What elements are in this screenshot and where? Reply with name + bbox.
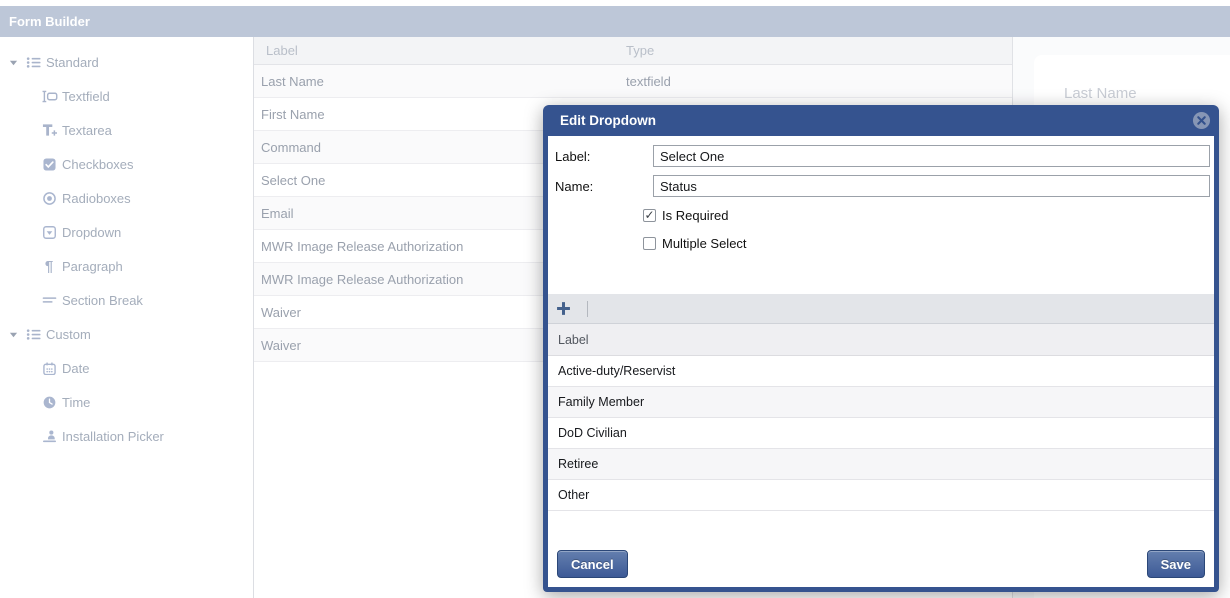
modal-checkboxes: ✓ Is Required Multiple Select — [555, 205, 1210, 253]
checkbox-label: Is Required — [662, 207, 729, 223]
label-field-label: Label: — [555, 148, 591, 164]
clock-icon — [40, 396, 58, 409]
sidebar-group-custom[interactable]: Custom — [0, 317, 253, 351]
row-label: Last Name — [261, 73, 324, 89]
sidebar-item-checkboxes[interactable]: Checkboxes — [0, 147, 253, 181]
sidebar-item-label: Radioboxes — [62, 190, 131, 206]
add-option-button[interactable] — [556, 301, 571, 316]
close-icon[interactable] — [1192, 111, 1211, 130]
sidebar-item-label: Dropdown — [62, 224, 122, 240]
checkbox-row-is-required: ✓ Is Required — [643, 205, 1210, 225]
options-column-header: Label — [548, 324, 1214, 356]
sidebar-item-label: Paragraph — [62, 258, 123, 274]
checkbox-icon — [40, 157, 58, 171]
sidebar-item-paragraph[interactable]: ¶ Paragraph — [0, 249, 253, 283]
sidebar-group-label: Standard — [46, 54, 99, 70]
preview-field-label: Last Name — [1064, 85, 1137, 102]
sidebar-item-section-break[interactable]: Section Break — [0, 283, 253, 317]
name-field-label: Name: — [555, 178, 594, 194]
dropdown-icon — [40, 225, 58, 239]
sidebar-item-time[interactable]: Time — [0, 385, 253, 419]
sidebar-item-label: Textfield — [62, 88, 110, 104]
modal-body: Label: Name: ✓ Is Required Multiple Select… — [548, 136, 1214, 587]
options-rows: Active-duty/Reservist Family Member DoD Ci… — [548, 356, 1214, 511]
textfield-icon — [40, 90, 58, 103]
row-label: Select One — [261, 172, 326, 188]
option-label: Other — [558, 488, 590, 502]
name-field-row: Name: — [555, 175, 1210, 197]
list-icon — [24, 327, 42, 342]
label-input[interactable] — [653, 145, 1210, 167]
row-label: Email — [261, 205, 294, 221]
option-row[interactable]: Retiree — [548, 449, 1214, 480]
app-header: Form Builder — [0, 6, 1230, 37]
sidebar-item-label: Date — [62, 360, 90, 376]
row-label: MWR Image Release Authorization — [261, 238, 464, 254]
app-title: Form Builder — [9, 14, 90, 29]
row-type: textfield — [626, 73, 671, 89]
modal-title: Edit Dropdown — [560, 113, 656, 128]
sidebar-item-dropdown[interactable]: Dropdown — [0, 215, 253, 249]
column-header-type: Type — [626, 43, 655, 58]
field-palette-sidebar: Standard Textfield Textarea Checkboxes Radio… — [0, 37, 254, 598]
sidebar-item-label: Installation Picker — [62, 428, 164, 444]
caret-down-icon — [6, 330, 20, 339]
sidebar-item-radioboxes[interactable]: Radioboxes — [0, 181, 253, 215]
list-icon — [24, 55, 42, 70]
sidebar-item-label: Time — [62, 394, 91, 410]
sidebar-group-standard[interactable]: Standard — [0, 45, 253, 79]
option-label: Active-duty/Reservist — [558, 364, 676, 378]
options-toolbar — [548, 294, 1214, 324]
row-label: MWR Image Release Authorization — [261, 271, 464, 287]
row-label: First Name — [261, 106, 325, 122]
multiple-select-checkbox[interactable] — [643, 236, 656, 250]
row-label: Waiver — [261, 304, 301, 320]
sidebar-group-label: Custom — [46, 326, 91, 342]
installation-picker-icon — [40, 430, 58, 443]
sidebar-item-textarea[interactable]: Textarea — [0, 113, 253, 147]
sidebar-item-date[interactable]: Date — [0, 351, 253, 385]
is-required-checkbox[interactable]: ✓ — [643, 207, 656, 222]
column-header-label: Label — [266, 43, 298, 58]
name-input[interactable] — [653, 175, 1210, 197]
modal-header: Edit Dropdown — [548, 105, 1214, 136]
sidebar-item-label: Checkboxes — [62, 156, 134, 172]
sidebar-item-installation-picker[interactable]: Installation Picker — [0, 419, 253, 453]
option-row[interactable]: DoD Civilian — [548, 418, 1214, 449]
option-label: Family Member — [558, 395, 645, 409]
checkbox-row-multiple-select: Multiple Select — [643, 233, 1210, 253]
modal-footer: Cancel Save — [548, 550, 1214, 587]
option-label: Retiree — [558, 457, 599, 471]
radio-icon — [40, 191, 58, 205]
toolbar-separator — [587, 300, 588, 317]
calendar-icon — [40, 362, 58, 375]
label-field-row: Label: — [555, 145, 1210, 167]
row-label: Command — [261, 139, 321, 155]
paragraph-icon: ¶ — [44, 257, 54, 275]
textarea-icon — [40, 123, 58, 137]
table-row[interactable]: Last Name textfield — [254, 65, 1012, 98]
cancel-button[interactable]: Cancel — [557, 550, 628, 578]
section-break-icon — [40, 295, 58, 305]
save-button[interactable]: Save — [1146, 550, 1205, 578]
dropdown-settings-form: Label: Name: ✓ Is Required Multiple Select — [548, 136, 1214, 294]
option-row[interactable]: Family Member — [548, 387, 1214, 418]
sidebar-item-label: Section Break — [62, 292, 143, 308]
checkbox-label: Multiple Select — [662, 235, 747, 251]
sidebar-item-label: Textarea — [62, 122, 112, 138]
edit-dropdown-modal: Edit Dropdown Label: Name: ✓ Is Required M… — [543, 105, 1219, 592]
sidebar-item-textfield[interactable]: Textfield — [0, 79, 253, 113]
option-row[interactable]: Active-duty/Reservist — [548, 356, 1214, 387]
caret-down-icon — [6, 58, 20, 67]
option-row[interactable]: Other — [548, 480, 1214, 511]
row-label: Waiver — [261, 337, 301, 353]
option-label: DoD Civilian — [558, 426, 627, 440]
form-table-header: Label Type — [254, 37, 1012, 65]
